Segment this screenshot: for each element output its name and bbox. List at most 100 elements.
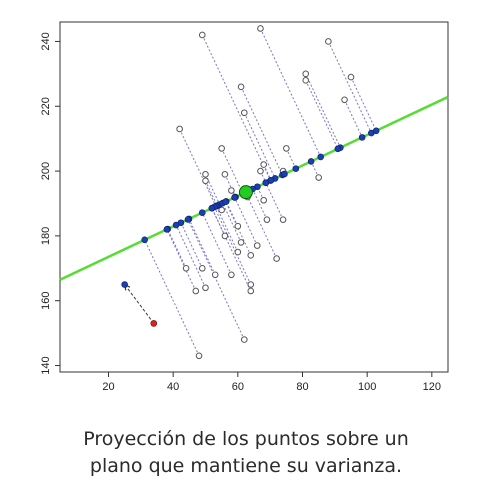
data-point <box>325 38 332 45</box>
y-tick-label: 240 <box>40 32 52 50</box>
projection-line <box>175 224 206 288</box>
data-point <box>263 216 271 223</box>
scatter-plot: 20 40 60 80 100 120 140 160 180 200 220 240 <box>40 21 449 393</box>
projection-line <box>221 148 244 194</box>
x-tick-label: 120 <box>423 381 441 393</box>
projected-point <box>292 165 300 172</box>
data-point <box>221 232 229 240</box>
projection-line <box>344 99 363 138</box>
projection-line <box>225 201 239 227</box>
data-point <box>182 264 190 272</box>
data-point <box>234 222 242 230</box>
y-tick-label: 200 <box>40 162 52 180</box>
axes: 20 40 60 80 100 120 140 160 180 200 220 240 <box>40 32 441 393</box>
x-tick-label: 60 <box>232 381 244 393</box>
projected-point <box>184 216 192 223</box>
projected-point <box>334 145 342 153</box>
projection-line <box>327 41 372 134</box>
projection-line <box>245 192 278 259</box>
data-point <box>283 145 290 152</box>
projection-line <box>243 112 276 179</box>
projection-line <box>211 207 252 292</box>
data-point <box>273 255 280 262</box>
data-point <box>257 167 264 175</box>
data-point <box>211 271 219 279</box>
projected-point <box>198 209 206 217</box>
data-point <box>253 242 261 249</box>
data-point <box>202 284 209 292</box>
y-tick-label: 220 <box>40 97 52 115</box>
data-point <box>202 177 209 185</box>
projection-line <box>201 212 232 275</box>
projected-point <box>358 134 366 141</box>
projected-point <box>262 179 270 187</box>
projection-line <box>166 229 197 292</box>
x-tick-label: 100 <box>358 381 376 393</box>
data-point <box>218 206 225 214</box>
projection-line <box>265 182 284 220</box>
caption-line-1: Proyección de los puntos sobre un <box>83 428 409 450</box>
data-point <box>202 171 209 178</box>
projected-point <box>222 198 229 206</box>
projection-line <box>224 174 237 198</box>
projected-point <box>317 153 324 161</box>
data-point <box>237 239 245 246</box>
projected-point <box>372 127 380 135</box>
x-tick-label: 80 <box>296 381 308 393</box>
figure-caption: Proyección de los puntos sobre un plano … <box>0 426 492 480</box>
data-point <box>257 25 264 32</box>
y-tick-label: 160 <box>40 292 52 310</box>
highlight-projected-point <box>121 281 128 288</box>
projection-line <box>350 76 377 131</box>
plot-frame <box>59 21 449 373</box>
projection-line <box>305 73 341 148</box>
data-point <box>247 281 255 288</box>
data-point <box>260 161 268 168</box>
data-point <box>198 264 206 272</box>
x-tick-label: 40 <box>167 381 179 393</box>
data-point <box>247 287 255 295</box>
highlight-point <box>150 320 158 327</box>
projection-line <box>240 86 283 176</box>
data-point <box>237 83 245 91</box>
projection-line <box>234 197 258 246</box>
data-point <box>241 109 248 117</box>
highlight-projection-arrow <box>124 284 155 324</box>
projection-line <box>310 161 320 178</box>
projection-line <box>180 222 203 269</box>
data-point <box>192 287 200 295</box>
projection-line <box>205 180 218 206</box>
y-tick-label: 180 <box>40 227 52 245</box>
data-point <box>341 96 348 104</box>
data-point <box>218 145 225 152</box>
projected-point <box>208 204 216 212</box>
projection-line <box>144 239 200 357</box>
projected-point <box>163 226 171 233</box>
projection-line <box>252 188 268 220</box>
data-point <box>221 171 229 178</box>
data-point <box>176 125 183 133</box>
data-point <box>234 248 242 256</box>
data-point <box>302 70 310 78</box>
projection-line <box>215 205 239 253</box>
data-point <box>228 271 235 279</box>
projected-point <box>172 221 180 229</box>
data-point <box>260 196 268 204</box>
special-points <box>121 185 253 327</box>
projected-point <box>231 194 238 201</box>
y-tick-label: 140 <box>40 356 52 374</box>
data-point <box>279 216 287 223</box>
data-point <box>195 352 203 360</box>
projection-lines <box>144 28 377 357</box>
projected-point <box>141 236 148 244</box>
projection-line <box>305 80 339 150</box>
projection-line <box>263 164 272 181</box>
projected-point <box>281 170 288 178</box>
projection-line <box>201 34 271 181</box>
projected-point <box>307 158 315 165</box>
projection-line <box>222 202 242 243</box>
data-point <box>315 174 322 181</box>
x-tick-label: 20 <box>102 381 114 393</box>
projection-line <box>167 228 187 269</box>
data-point <box>241 336 248 343</box>
